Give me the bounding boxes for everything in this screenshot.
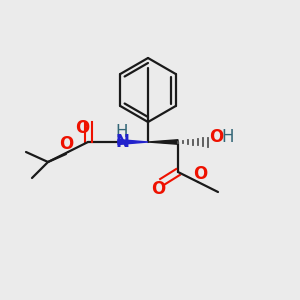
Text: H: H xyxy=(222,128,234,146)
Text: O: O xyxy=(75,119,89,137)
Polygon shape xyxy=(118,140,148,145)
Text: N: N xyxy=(115,133,129,151)
Text: O: O xyxy=(193,165,207,183)
Text: H: H xyxy=(116,123,128,141)
Text: O: O xyxy=(151,180,165,198)
Text: O: O xyxy=(59,135,73,153)
Polygon shape xyxy=(148,140,178,144)
Text: O: O xyxy=(209,128,223,146)
